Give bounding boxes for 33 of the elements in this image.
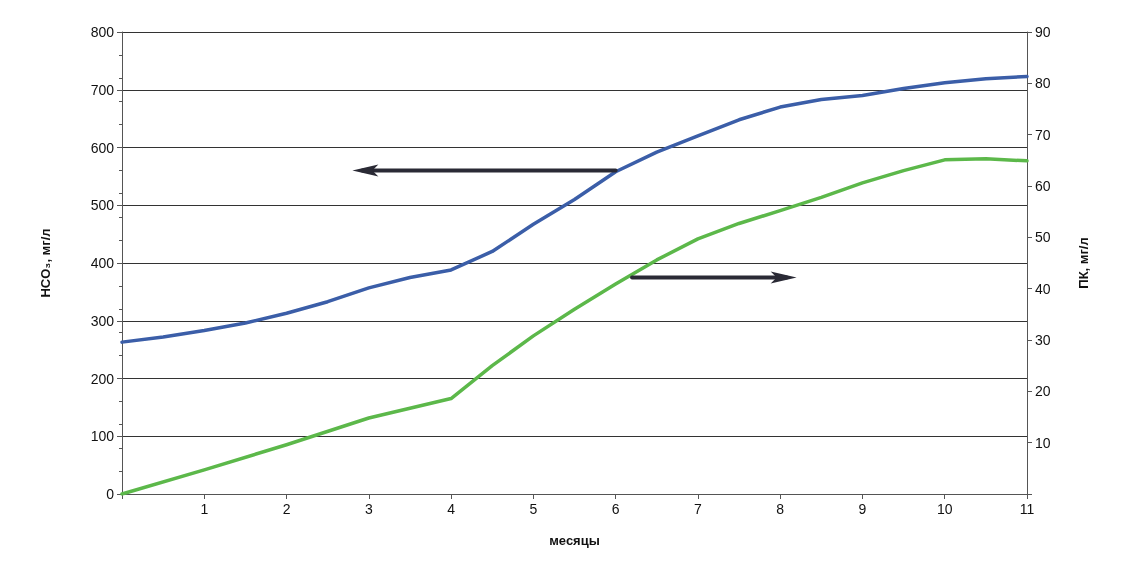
y-tick-label: 600 <box>90 139 115 156</box>
y-tick-label: 800 <box>90 24 115 40</box>
y-tick-label: 200 <box>90 370 115 387</box>
line-series <box>120 74 1029 344</box>
y2-tick-label: 90 <box>1035 24 1051 40</box>
x-tick-label: 6 <box>611 501 620 517</box>
x-axis-title: месяцы <box>549 533 600 548</box>
y-tick-label: 400 <box>90 255 115 271</box>
y-tick-label: 0 <box>106 486 115 502</box>
y-tick-label: 100 <box>90 428 115 445</box>
x-tick-label: 1 <box>200 501 209 517</box>
y2-tick-label: 40 <box>1035 280 1051 297</box>
y2-tick-label: 20 <box>1035 383 1051 400</box>
y2-tick-label: 50 <box>1035 229 1051 246</box>
y2-tick-label: 80 <box>1035 75 1051 92</box>
x-tick-label: 2 <box>282 501 291 517</box>
x-tick-label: 11 <box>1019 501 1035 517</box>
x-tick-label: 10 <box>936 501 953 517</box>
y-tick-label: 300 <box>90 312 115 329</box>
x-tick-label: 3 <box>364 501 373 517</box>
x-tick-label: 4 <box>447 501 456 517</box>
y2-axis-title: ПК, мг/л <box>1076 237 1091 289</box>
y-tick-label: 700 <box>90 81 115 98</box>
y2-tick-label: 70 <box>1035 126 1051 143</box>
y2-tick-label: 30 <box>1035 332 1051 348</box>
x-tick-label: 7 <box>694 501 703 517</box>
x-tick-label: 5 <box>529 501 538 517</box>
y2-tick-label: 10 <box>1035 434 1051 451</box>
y-tick-label: 500 <box>90 197 115 214</box>
x-tick-label: 8 <box>776 501 785 517</box>
x-tick-label: 9 <box>858 501 867 517</box>
y2-tick-label: 60 <box>1035 178 1051 194</box>
y-axis-title: HCO₃, мг/л <box>38 228 53 298</box>
